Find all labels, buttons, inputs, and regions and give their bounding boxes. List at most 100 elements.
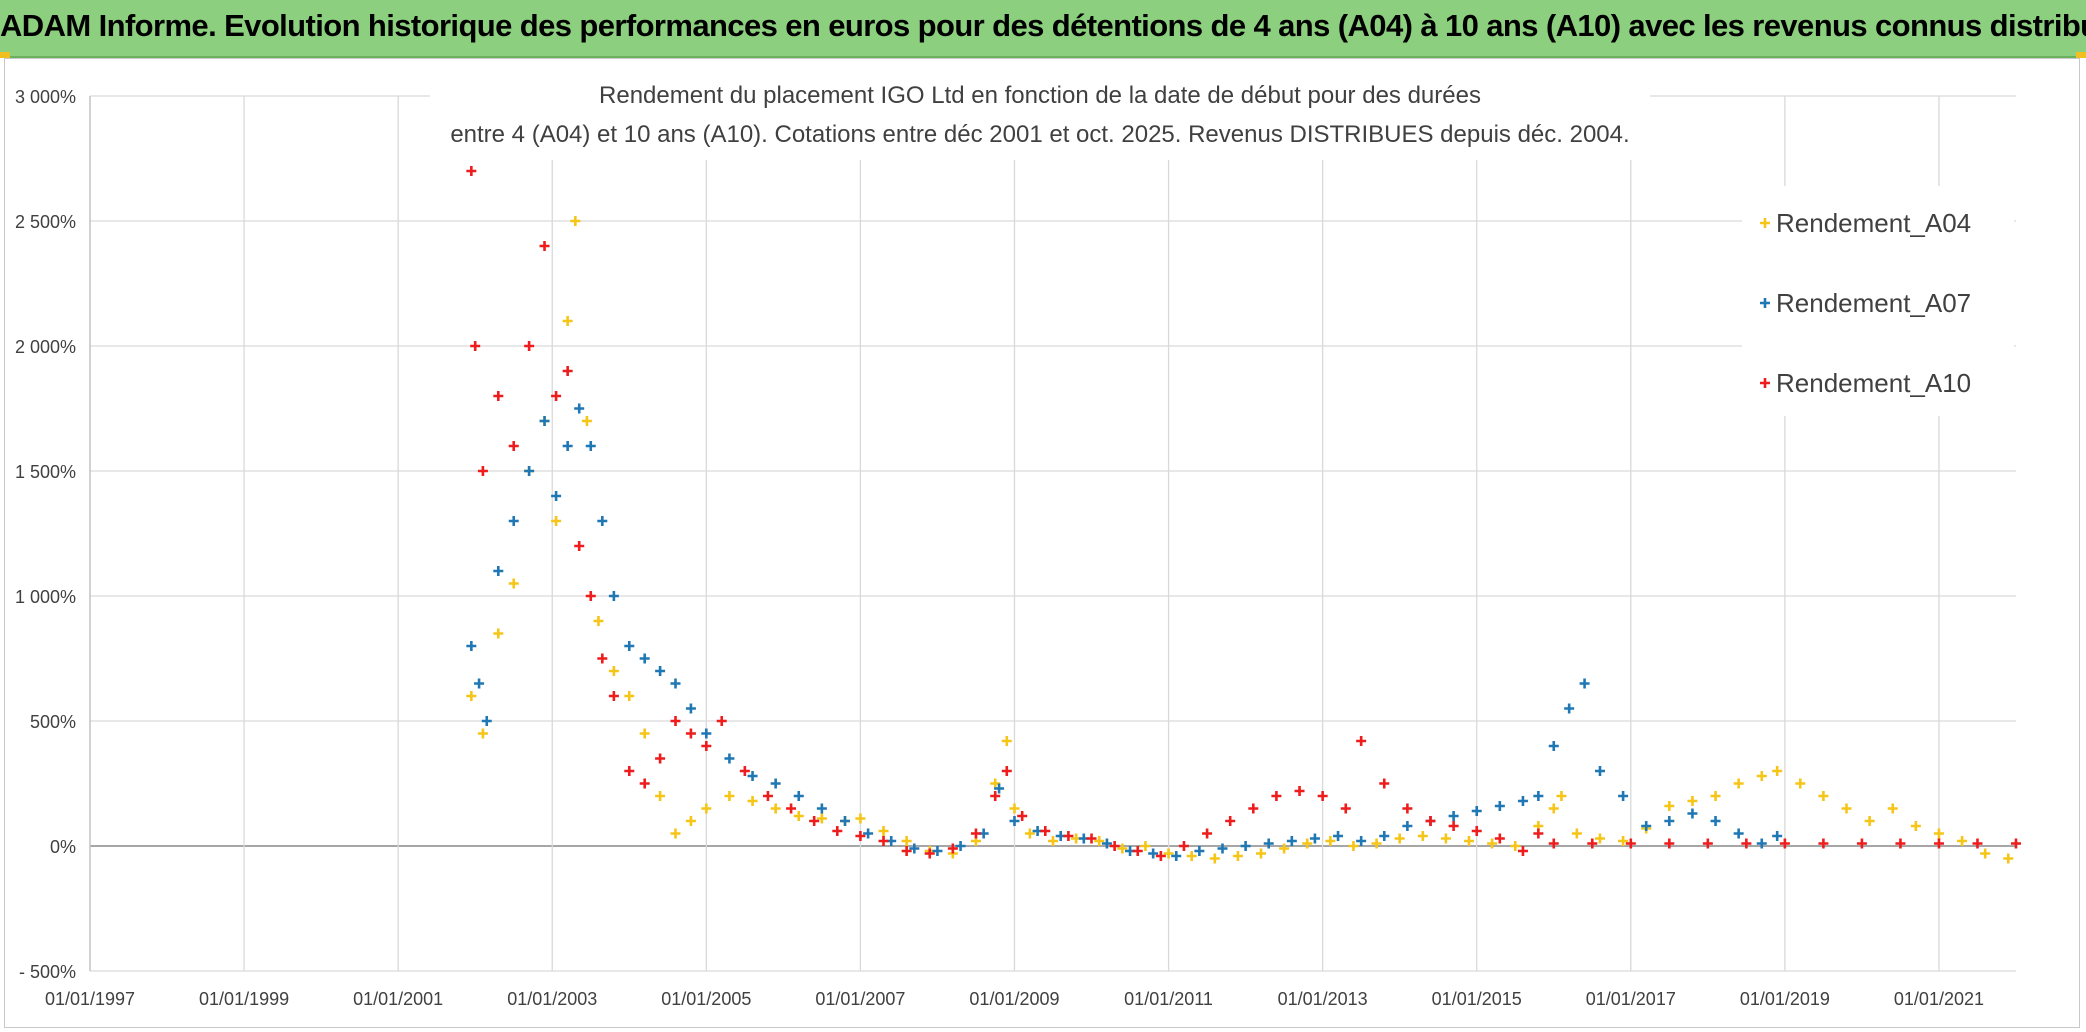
data-point (832, 826, 843, 836)
data-point (508, 578, 519, 589)
data-point (747, 771, 758, 781)
data-point (1933, 838, 1944, 849)
data-point (901, 846, 912, 856)
data-point (1402, 803, 1413, 814)
data-point (739, 766, 750, 776)
data-point (624, 766, 635, 776)
title-background (430, 70, 1650, 160)
data-point (1356, 736, 1367, 746)
data-point (1325, 836, 1336, 846)
data-point (994, 783, 1005, 794)
data-point (863, 828, 874, 839)
data-point (624, 641, 635, 651)
y-axis-ticks: - 500% 0% 500% 1 000% 1 500% 2 000% 2 500% 3 00… (15, 87, 76, 982)
legend-background (1742, 186, 2014, 416)
legend-marker (1760, 218, 1770, 228)
data-point (1379, 831, 1390, 841)
data-point (1664, 801, 1675, 811)
data-point (1957, 836, 1968, 846)
y-tick-label: 3 000% (15, 87, 76, 107)
data-point (608, 666, 619, 676)
data-point (816, 803, 827, 814)
scatter-chart: - 500% 0% 500% 1 000% 1 500% 2 000% 2 500% 3 00… (15, 70, 2021, 1009)
data-point (1394, 833, 1405, 844)
legend: Rendement_A04 Rendement_A07 Rendement_A10 (1742, 186, 2014, 416)
data-point (1533, 828, 1544, 839)
header-banner: ADAM Informe. Evolution historique des p… (0, 0, 2086, 58)
data-point (932, 846, 943, 856)
data-point (474, 678, 485, 689)
x-tick-label: 01/01/2017 (1586, 989, 1676, 1009)
data-point (1048, 836, 1058, 846)
data-point (770, 778, 781, 789)
data-point (1548, 838, 1559, 849)
data-point (878, 826, 889, 836)
data-point (655, 791, 666, 801)
x-tick-label: 01/01/2013 (1278, 989, 1368, 1009)
legend-label: Rendement_A07 (1776, 288, 1971, 318)
data-point (701, 803, 712, 814)
data-point (1379, 778, 1390, 789)
data-point (762, 791, 773, 801)
data-point (1471, 806, 1482, 816)
data-point (1471, 826, 1482, 836)
data-point (1217, 843, 1228, 854)
data-point (1024, 828, 1035, 839)
legend-label: Rendement_A10 (1776, 368, 1971, 398)
data-point (585, 441, 596, 451)
data-point (1171, 851, 1182, 861)
data-point (1155, 851, 1166, 861)
series-Rendement_A07 (466, 403, 1783, 861)
data-point (624, 691, 635, 701)
data-point (1710, 791, 1721, 801)
legend-marker (1760, 378, 1770, 388)
data-point (1625, 838, 1636, 849)
x-tick-label: 01/01/2005 (661, 989, 751, 1009)
data-point (1517, 796, 1528, 806)
data-point (562, 441, 573, 451)
data-point (466, 166, 477, 176)
data-point (1440, 833, 1451, 844)
data-point (1009, 803, 1020, 814)
chart-title-line-1: Rendement du placement IGO Ltd en foncti… (599, 82, 1481, 109)
data-point (562, 366, 573, 376)
data-point (1309, 833, 1320, 844)
data-point (570, 216, 581, 226)
data-point (493, 566, 504, 576)
data-point (1248, 803, 1259, 814)
data-point (1194, 846, 1205, 856)
data-point (655, 753, 666, 764)
page-title: ADAM Informe. Evolution historique des p… (0, 8, 2086, 43)
data-point (1618, 836, 1629, 846)
data-point (1772, 766, 1783, 776)
x-tick-label: 01/01/2019 (1740, 989, 1830, 1009)
chart-title-line-2: entre 4 (A04) et 10 ans (A10). Cotations… (450, 121, 1629, 148)
data-point (1571, 828, 1582, 839)
data-point (1933, 828, 1944, 839)
data-point (1001, 736, 1012, 746)
data-point (477, 728, 488, 739)
series-Rendement_A10 (466, 166, 2021, 861)
y-tick-label: 2 000% (15, 337, 76, 357)
data-point (1702, 838, 1713, 849)
y-tick-label: - 500% (19, 962, 76, 982)
y-tick-label: 1 000% (15, 587, 76, 607)
data-point (1533, 791, 1544, 801)
data-point (1664, 838, 1675, 849)
data-point (493, 628, 504, 639)
data-point (1464, 836, 1475, 846)
data-point (493, 391, 504, 401)
data-point (1487, 838, 1498, 849)
data-point (639, 728, 650, 739)
legend-label: Rendement_A04 (1776, 208, 1971, 238)
data-point (539, 241, 550, 251)
data-point (1587, 838, 1598, 849)
data-point (1594, 766, 1605, 776)
data-point (470, 341, 481, 351)
data-point (1556, 791, 1567, 801)
x-tick-label: 01/01/2011 (1124, 989, 1213, 1009)
data-point (1579, 678, 1590, 689)
grid-lines (89, 70, 2016, 972)
data-point (1371, 838, 1382, 849)
data-point (793, 811, 804, 821)
